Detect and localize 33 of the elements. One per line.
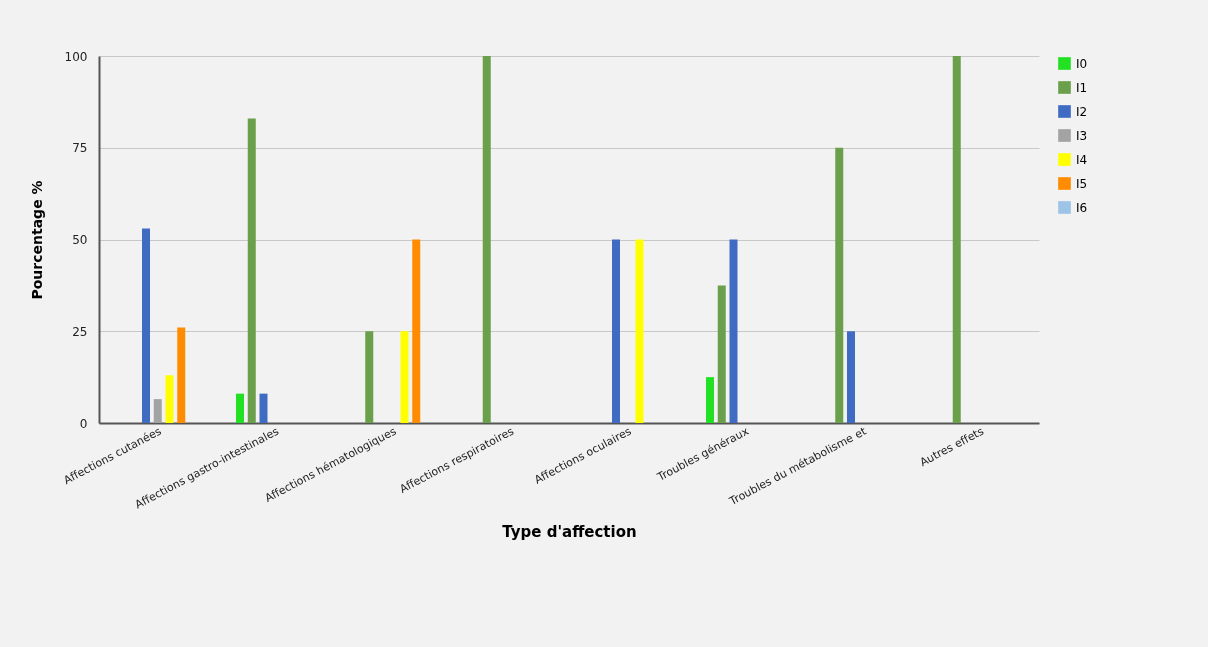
bar bbox=[847, 331, 855, 423]
bar bbox=[612, 239, 620, 423]
bar bbox=[952, 56, 961, 423]
bar bbox=[153, 399, 162, 423]
y-tick-label: 50 bbox=[72, 233, 88, 247]
legend-label: I4 bbox=[1076, 152, 1088, 167]
bar bbox=[635, 239, 644, 423]
y-tick-label: 0 bbox=[79, 416, 88, 431]
bar bbox=[400, 331, 409, 423]
bar bbox=[835, 147, 844, 423]
legend-label: I6 bbox=[1076, 200, 1088, 215]
bar bbox=[142, 228, 150, 423]
bar bbox=[412, 239, 421, 423]
legend-label: I0 bbox=[1076, 56, 1088, 71]
x-axis-title: Type d'affection bbox=[502, 522, 637, 541]
legend-label: I5 bbox=[1076, 176, 1088, 191]
legend-label: I3 bbox=[1076, 128, 1088, 143]
bar bbox=[247, 118, 256, 423]
y-axis-title: Pourcentage % bbox=[28, 180, 45, 300]
y-tick-label: 100 bbox=[64, 49, 88, 64]
bar bbox=[706, 377, 714, 423]
bar bbox=[482, 56, 491, 423]
bar bbox=[717, 285, 726, 423]
bar bbox=[259, 393, 268, 423]
bar bbox=[165, 375, 174, 423]
y-tick-label: 25 bbox=[72, 324, 88, 339]
legend-label: I2 bbox=[1076, 104, 1088, 119]
bar bbox=[365, 331, 374, 423]
bar bbox=[236, 393, 244, 423]
legend-label: I1 bbox=[1076, 80, 1088, 95]
bar bbox=[177, 327, 186, 423]
bar bbox=[729, 239, 738, 423]
y-tick-label: 75 bbox=[72, 141, 88, 156]
